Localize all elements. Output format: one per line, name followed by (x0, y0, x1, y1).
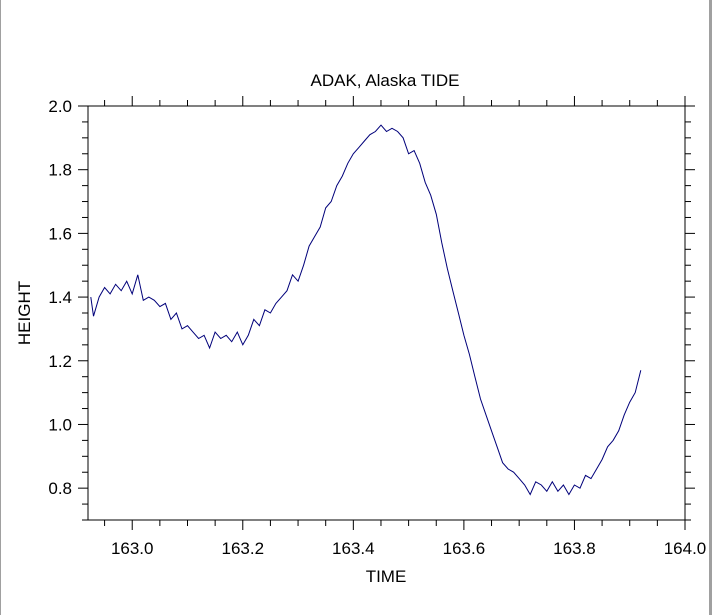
y-tick-label: 1.8 (48, 161, 72, 180)
x-tick-label: 163.8 (553, 539, 596, 558)
y-tick-label: 2.0 (48, 97, 72, 116)
x-tick-label: 163.2 (222, 539, 265, 558)
series-line (90, 124, 642, 496)
chart-title: ADAK, Alaska TIDE (311, 71, 460, 90)
x-tick-label: 164.0 (664, 539, 707, 558)
axis-ticks (78, 96, 695, 530)
x-tick-label: 163.0 (111, 539, 154, 558)
x-tick-label: 163.4 (332, 539, 375, 558)
y-tick-label: 1.6 (48, 224, 72, 243)
y-tick-label: 1.4 (48, 288, 72, 307)
x-axis-label: TIME (366, 567, 407, 586)
y-tick-label: 1.2 (48, 352, 72, 371)
axis-tick-labels: 163.0 163.2 163.4 163.6 163.8 164.0 0.8 1.0 1.2 1… (48, 97, 706, 558)
x-tick-label: 163.6 (443, 539, 486, 558)
y-tick-label: 0.8 (48, 479, 72, 498)
y-axis-label: HEIGHT (15, 281, 34, 345)
plot-frame (87, 105, 686, 521)
y-tick-label: 1.0 (48, 415, 72, 434)
